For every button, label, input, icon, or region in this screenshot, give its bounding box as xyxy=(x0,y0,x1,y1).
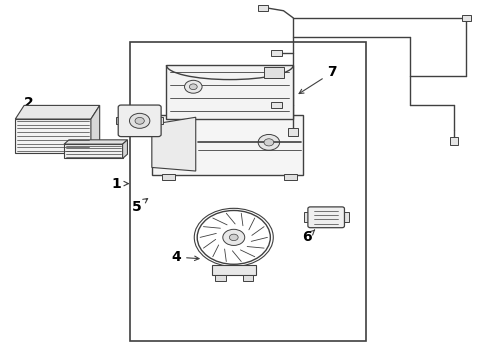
Polygon shape xyxy=(15,105,100,119)
Circle shape xyxy=(184,80,202,93)
Circle shape xyxy=(258,134,279,150)
FancyBboxPatch shape xyxy=(118,105,161,136)
Circle shape xyxy=(223,229,244,246)
Bar xyxy=(211,265,255,275)
Polygon shape xyxy=(152,117,195,171)
FancyBboxPatch shape xyxy=(307,207,344,228)
Bar xyxy=(462,15,470,22)
Bar xyxy=(271,50,282,56)
Bar xyxy=(130,42,366,341)
Polygon shape xyxy=(152,116,303,175)
Text: 4: 4 xyxy=(171,250,199,264)
Polygon shape xyxy=(64,140,127,144)
Text: 1: 1 xyxy=(112,177,128,190)
Text: 2: 2 xyxy=(24,96,36,117)
Bar xyxy=(264,67,283,78)
Bar xyxy=(340,212,348,222)
Polygon shape xyxy=(122,140,127,158)
Circle shape xyxy=(129,113,149,128)
Circle shape xyxy=(264,139,273,146)
Text: 5: 5 xyxy=(131,198,147,214)
Polygon shape xyxy=(15,119,91,153)
Circle shape xyxy=(189,84,197,90)
Bar xyxy=(449,137,457,145)
Polygon shape xyxy=(166,65,293,119)
Bar xyxy=(271,102,282,108)
Bar xyxy=(116,117,123,125)
Text: 6: 6 xyxy=(302,230,314,244)
Text: 7: 7 xyxy=(299,66,336,94)
Circle shape xyxy=(135,117,144,124)
Bar xyxy=(161,174,175,180)
Bar xyxy=(215,275,225,281)
Circle shape xyxy=(229,234,238,240)
Bar xyxy=(258,5,267,11)
Bar xyxy=(156,117,163,125)
Polygon shape xyxy=(64,144,122,158)
Bar xyxy=(283,174,297,180)
Text: 3: 3 xyxy=(82,126,92,144)
Bar xyxy=(303,212,311,222)
Bar xyxy=(242,275,253,281)
Circle shape xyxy=(197,211,270,264)
Bar xyxy=(288,128,298,136)
Polygon shape xyxy=(91,105,100,153)
